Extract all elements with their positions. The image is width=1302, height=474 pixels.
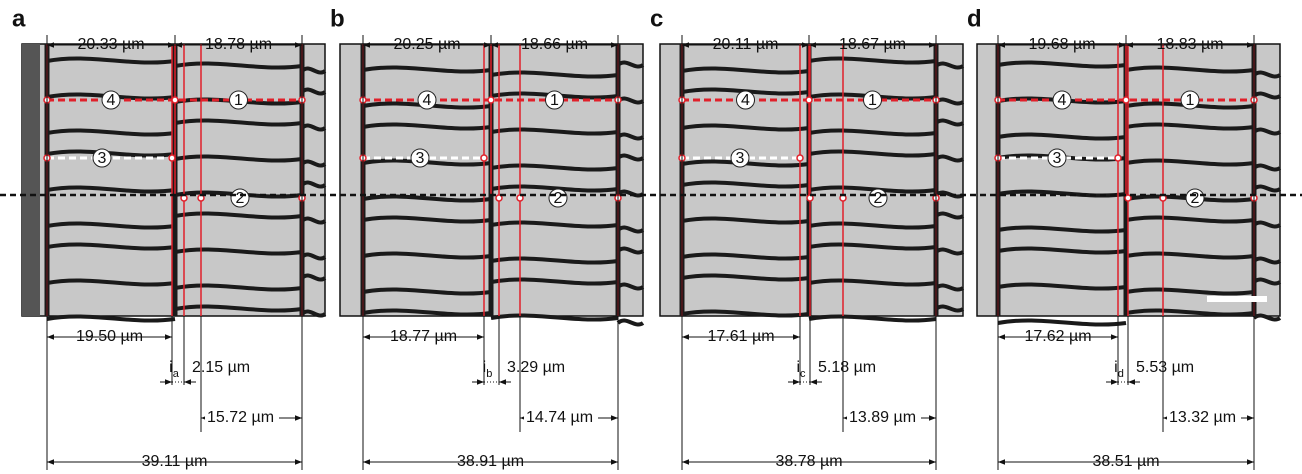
interval-subscript: c bbox=[800, 368, 806, 380]
right-measure: 14.74 µm bbox=[526, 409, 593, 426]
gap-measure: 3.29 µm bbox=[507, 359, 565, 376]
row-marker-label: 3 bbox=[416, 150, 425, 167]
cell-wall bbox=[809, 316, 936, 320]
right-measure: 13.89 µm bbox=[849, 409, 916, 426]
total-measure: 38.78 µm bbox=[775, 453, 842, 470]
cell-wall bbox=[998, 320, 1126, 324]
panel: d 4 1 3 2 19.68 µm 18.83 µm 17.62 µm id 5.53 µm 13… bbox=[967, 5, 1280, 470]
row-marker-label: 1 bbox=[234, 92, 243, 109]
row-marker-label: 1 bbox=[868, 92, 877, 109]
cell-wall bbox=[618, 320, 643, 324]
panel-label: d bbox=[967, 5, 982, 32]
gap-measure: 5.18 µm bbox=[818, 359, 876, 376]
row-marker-label: 4 bbox=[423, 92, 432, 109]
node bbox=[169, 155, 175, 161]
row-marker-label: 4 bbox=[107, 92, 116, 109]
top-measure: 19.68 µm bbox=[1028, 36, 1095, 53]
node bbox=[1115, 155, 1121, 161]
interval-subscript: a bbox=[173, 368, 180, 380]
cell-wall bbox=[47, 316, 175, 320]
row-marker-label: 2 bbox=[236, 190, 245, 207]
row-marker-label: 2 bbox=[874, 190, 883, 207]
top-measure: 20.11 µm bbox=[713, 36, 779, 53]
node bbox=[806, 97, 812, 103]
interval-label: ic bbox=[796, 359, 806, 380]
left-measure: 19.50 µm bbox=[76, 328, 143, 345]
top-measure: 18.83 µm bbox=[1156, 36, 1223, 53]
interval-subscript: d bbox=[1118, 368, 1124, 380]
panel-label: b bbox=[330, 5, 345, 32]
top-measure: 18.67 µm bbox=[839, 36, 906, 53]
top-measure: 18.78 µm bbox=[205, 36, 272, 53]
panel: c 4 1 3 2 20.11 µm 18.67 µm 17.61 µm ic 5.18 µm 13… bbox=[650, 5, 963, 470]
interval-label: ia bbox=[169, 359, 180, 380]
total-measure: 39.11 µm bbox=[142, 453, 208, 470]
row-marker-label: 3 bbox=[98, 150, 107, 167]
right-measure: 15.72 µm bbox=[207, 409, 274, 426]
left-measure: 17.62 µm bbox=[1024, 328, 1091, 345]
row-marker-label: 2 bbox=[554, 190, 563, 207]
total-measure: 38.51 µm bbox=[1092, 453, 1159, 470]
interval-label: id bbox=[1114, 359, 1124, 380]
row-marker-label: 4 bbox=[1058, 92, 1067, 109]
right-measure: 13.32 µm bbox=[1169, 409, 1236, 426]
node bbox=[797, 155, 803, 161]
row-marker-label: 4 bbox=[741, 92, 750, 109]
row-marker-label: 1 bbox=[550, 92, 559, 109]
figure: a413220.33 µm18.78 µm19.50 µmia2.15 µm15… bbox=[0, 0, 1302, 474]
top-measure: 20.25 µm bbox=[393, 36, 460, 53]
gap-measure: 2.15 µm bbox=[192, 359, 250, 376]
total-measure: 38.91 µm bbox=[457, 453, 524, 470]
panel: a 4 1 3 2 20.33 µm 18.78 µm 19.50 µm ia 2.15 µm 15… bbox=[12, 5, 325, 470]
left-measure: 18.77 µm bbox=[390, 328, 457, 345]
top-measure: 20.33 µm bbox=[77, 36, 144, 53]
row-marker-label: 3 bbox=[736, 150, 745, 167]
node bbox=[172, 97, 178, 103]
row-marker-label: 1 bbox=[1186, 92, 1195, 109]
panel-label: a bbox=[12, 5, 26, 32]
interval-subscript: b bbox=[486, 368, 492, 380]
gap-measure: 5.53 µm bbox=[1136, 359, 1194, 376]
node bbox=[481, 155, 487, 161]
row-marker-label: 2 bbox=[1191, 190, 1200, 207]
row-marker-label: 3 bbox=[1053, 150, 1062, 167]
node bbox=[488, 97, 494, 103]
scale-bar bbox=[1207, 296, 1267, 302]
edge-shadow bbox=[22, 44, 40, 316]
top-measure: 18.66 µm bbox=[521, 36, 588, 53]
left-measure: 17.61 µm bbox=[707, 328, 774, 345]
panel-label: c bbox=[650, 5, 663, 32]
node bbox=[1123, 97, 1129, 103]
